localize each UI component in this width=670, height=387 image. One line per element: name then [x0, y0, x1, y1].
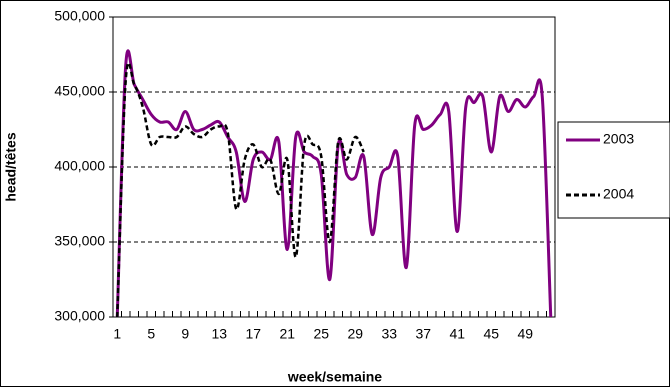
legend-label: 2003 — [603, 131, 634, 147]
x-tick-label: 49 — [517, 326, 533, 342]
x-tick-label: 13 — [211, 326, 227, 342]
legend-label: 2004 — [603, 186, 634, 202]
x-tick-label: 5 — [147, 326, 155, 342]
x-tick-label: 29 — [347, 326, 363, 342]
x-tick-label: 41 — [449, 326, 465, 342]
y-tick-label: 300,000 — [54, 308, 105, 324]
x-tick-label: 9 — [181, 326, 189, 342]
x-tick-label: 21 — [279, 326, 295, 342]
x-tick-label: 25 — [313, 326, 329, 342]
x-tick-label: 1 — [113, 326, 121, 342]
y-tick-label: 350,000 — [54, 233, 105, 249]
y-tick-label: 500,000 — [54, 8, 105, 24]
y-tick-label: 400,000 — [54, 158, 105, 174]
x-tick-label: 37 — [415, 326, 431, 342]
y-tick-label: 450,000 — [54, 83, 105, 99]
series-line — [116, 61, 365, 318]
x-axis-title: week/semaine — [287, 369, 382, 385]
x-tick-label: 17 — [245, 326, 261, 342]
x-tick-label: 33 — [381, 326, 397, 342]
y-axis-title: head/têtes — [3, 132, 19, 201]
legend-box — [557, 121, 670, 219]
x-tick-label: 45 — [483, 326, 499, 342]
